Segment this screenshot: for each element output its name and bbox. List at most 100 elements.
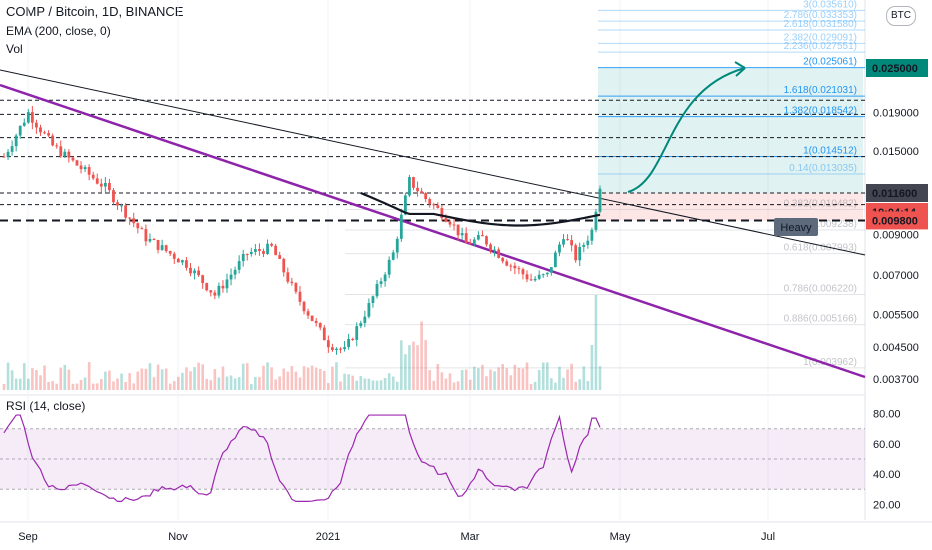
currency-badge[interactable]: BTC [886,6,916,26]
volume-bar [254,377,257,390]
candle-body [363,316,367,324]
x-axis-tick-label: Jul [761,531,775,543]
volume-bar [566,369,569,390]
volume-bar [100,379,103,390]
candle-body [424,193,428,200]
volume-group [2,295,602,390]
volume-bar [156,364,160,390]
x-axis-tick-label: Nov [168,531,188,543]
volume-bar [464,369,468,390]
volume-bar [197,362,200,390]
candle-body [331,347,334,351]
volume-bar [217,377,221,390]
volume-bar [306,367,310,390]
fib-level-label: 0.14(0.013035) [789,163,857,174]
volume-bar [87,362,91,390]
volume-bar [189,371,192,390]
y-axis-tick-label: 0.003700 [873,374,919,386]
volume-bar [55,383,59,390]
volume-bar [302,366,306,390]
candle-body [359,323,363,327]
volume-bar [481,364,484,390]
volume-bar [43,365,46,390]
candle-body [460,233,464,236]
candle-body [420,191,424,194]
candle-body [152,239,156,241]
candle-body [221,285,225,289]
volume-bar [213,369,217,390]
projection-arrowhead [734,61,746,77]
candle-body [237,261,241,270]
candle-body [282,258,286,273]
candle-body [347,339,351,348]
candle-body [132,218,136,224]
volume-bar [400,340,403,390]
candle-body [525,274,529,280]
candle-body [383,274,387,282]
volume-bar [262,365,265,390]
candle-body [537,274,541,279]
candle-body [140,228,144,230]
rsi-axis-tick-label: 60.00 [873,439,901,451]
candle-body [75,160,79,166]
volume-bar [541,362,545,390]
volume-bar [282,368,286,390]
volume-bar [570,363,573,390]
candle-body [120,205,123,207]
volume-bar [27,378,30,390]
x-axis-tick-label: May [610,531,631,543]
volume-bar [582,366,586,390]
volume-bar [209,380,213,390]
candle-body [481,235,484,237]
volume-bar [104,371,107,390]
candle-body [310,315,314,321]
volume-bar [164,368,168,390]
volume-bar [229,375,233,390]
candle-body [533,278,537,281]
candle-body [379,281,383,284]
candle-body [521,269,525,275]
volume-bar [468,379,472,390]
volume-bar [193,367,196,390]
candle-body [160,245,164,250]
candle-body [229,274,233,280]
candle-body [22,122,26,126]
candle-body [412,177,415,188]
y-axis-tick-label: 0.005500 [873,309,919,321]
volume-bar [554,382,557,390]
volume-bar [31,368,34,390]
candle-body [180,260,184,263]
ema-indicator-label[interactable]: EMA (200, close, 0) [6,24,111,38]
candle-body [59,146,63,157]
candle-body [391,252,395,260]
candle-body [262,251,265,254]
volume-bar [148,363,152,390]
candle-body [586,240,590,246]
volume-bar [237,377,241,390]
volume-bar [205,378,209,390]
volume-bar [286,371,290,390]
candle-body [554,252,557,268]
candle-body [440,208,444,219]
candle-body [286,272,290,282]
candle-body [562,239,565,245]
candle-body [193,270,196,274]
volume-indicator-label[interactable]: Vol [6,42,23,56]
volume-bar [314,367,318,390]
volume-bar [545,362,549,390]
volume-bar [424,340,427,390]
rsi-axis-tick-label: 40.00 [873,469,901,481]
volume-bar [371,380,375,390]
candle-body [408,177,411,196]
rsi-indicator-label[interactable]: RSI (14, close) [6,399,86,413]
candle-body [290,281,294,284]
candle-body [47,133,50,136]
candle-body [428,199,432,205]
candle-body [322,327,326,341]
volume-bar [233,378,237,390]
candle-body [444,218,448,222]
candle-body [201,275,205,284]
volume-bar [144,368,148,390]
volume-bar [537,369,541,390]
